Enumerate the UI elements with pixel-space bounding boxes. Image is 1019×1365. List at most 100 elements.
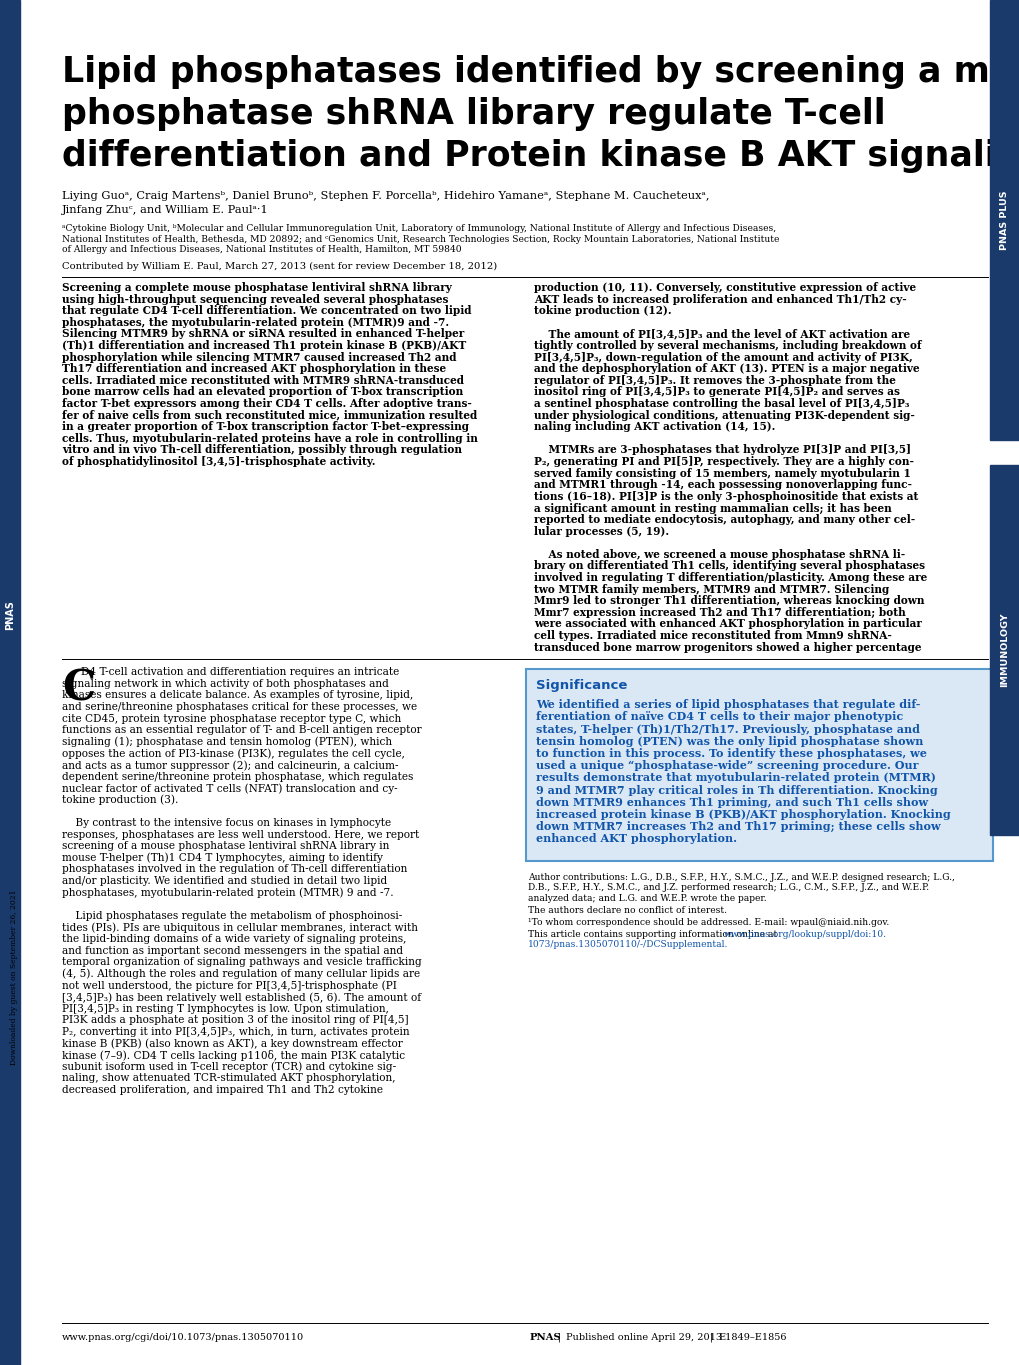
Text: ferentiation of naïve CD4 T cells to their major phenotypic: ferentiation of naïve CD4 T cells to the… — [535, 711, 903, 722]
Text: Liying Guoᵃ, Craig Martensᵇ, Daniel Brunoᵇ, Stephen F. Porcellaᵇ, Hidehiro Yaman: Liying Guoᵃ, Craig Martensᵇ, Daniel Brun… — [62, 191, 709, 201]
Text: results demonstrate that myotubularin-related protein (MTMR): results demonstrate that myotubularin-re… — [535, 773, 935, 784]
Text: were associated with enhanced AKT phosphorylation in particular: were associated with enhanced AKT phosph… — [534, 618, 921, 629]
Text: www.pnas.org/lookup/suppl/doi:10.: www.pnas.org/lookup/suppl/doi:10. — [723, 930, 886, 939]
Text: brary on differentiated Th1 cells, identifying several phosphatases: brary on differentiated Th1 cells, ident… — [534, 561, 924, 572]
Text: and function as important second messengers in the spatial and: and function as important second messeng… — [62, 946, 403, 956]
Text: cell types. Irradiated mice reconstituted from Mmn9 shRNA-: cell types. Irradiated mice reconstitute… — [534, 631, 891, 642]
Text: P₂, converting it into PI[3,4,5]P₃, which, in turn, activates protein: P₂, converting it into PI[3,4,5]P₃, whic… — [62, 1026, 410, 1037]
Text: decreased proliferation, and impaired Th1 and Th2 cytokine: decreased proliferation, and impaired Th… — [62, 1085, 382, 1095]
Text: temporal organization of signaling pathways and vesicle trafficking: temporal organization of signaling pathw… — [62, 957, 421, 968]
Bar — [989, 0, 1019, 440]
Text: not well understood, the picture for PI[3,4,5]-trisphosphate (PI: not well understood, the picture for PI[… — [62, 980, 396, 991]
Text: ¹To whom correspondence should be addressed. E-mail: wpaul@niaid.nih.gov.: ¹To whom correspondence should be addres… — [528, 917, 889, 927]
Text: phosphatases, myotubularin-related protein (MTMR) 9 and -7.: phosphatases, myotubularin-related prote… — [62, 887, 393, 898]
Text: and the dephosphorylation of AKT (13). PTEN is a major negative: and the dephosphorylation of AKT (13). P… — [534, 363, 919, 374]
Text: IMMUNOLOGY: IMMUNOLOGY — [1000, 613, 1009, 687]
Text: kinases ensures a delicate balance. As examples of tyrosine, lipid,: kinases ensures a delicate balance. As e… — [62, 691, 413, 700]
Text: reported to mediate endocytosis, autophagy, and many other cel-: reported to mediate endocytosis, autopha… — [534, 515, 914, 526]
Text: Th17 differentiation and increased AKT phosphorylation in these: Th17 differentiation and increased AKT p… — [62, 363, 445, 374]
Text: National Institutes of Health, Bethesda, MD 20892; and ᶜGenomics Unit, Research : National Institutes of Health, Bethesda,… — [62, 235, 779, 243]
Text: lular processes (5, 19).: lular processes (5, 19). — [534, 526, 668, 536]
Text: www.pnas.org/cgi/doi/10.1073/pnas.1305070110: www.pnas.org/cgi/doi/10.1073/pnas.130507… — [62, 1334, 304, 1342]
Text: dependent serine/threonine protein phosphatase, which regulates: dependent serine/threonine protein phosp… — [62, 771, 413, 782]
Text: that regulate CD4 T-cell differentiation. We concentrated on two lipid: that regulate CD4 T-cell differentiation… — [62, 306, 471, 317]
Text: and MTMR1 through -14, each possessing nonoverlapping func-: and MTMR1 through -14, each possessing n… — [534, 479, 911, 490]
Text: down MTMR9 enhances Th1 priming, and such Th1 cells show: down MTMR9 enhances Th1 priming, and suc… — [535, 797, 927, 808]
Text: involved in regulating T differentiation/plasticity. Among these are: involved in regulating T differentiation… — [534, 572, 926, 583]
Text: tions (16–18). PI[3]P is the only 3-phosphoinositide that exists at: tions (16–18). PI[3]P is the only 3-phos… — [534, 491, 917, 502]
Text: tensin homolog (PTEN) was the only lipid phosphatase shown: tensin homolog (PTEN) was the only lipid… — [535, 736, 922, 747]
Text: P₂, generating PI and PI[5]P, respectively. They are a highly con-: P₂, generating PI and PI[5]P, respective… — [534, 456, 913, 467]
Text: signaling (1); phosphatase and tensin homolog (PTEN), which: signaling (1); phosphatase and tensin ho… — [62, 737, 391, 748]
Text: MTMRs are 3-phosphatases that hydrolyze PI[3]P and PI[3,5]: MTMRs are 3-phosphatases that hydrolyze … — [534, 445, 910, 456]
Text: C: C — [62, 667, 95, 710]
Text: (Th)1 differentiation and increased Th1 protein kinase B (PKB)/AKT: (Th)1 differentiation and increased Th1 … — [62, 340, 466, 351]
Text: Author contributions: L.G., D.B., S.F.P., H.Y., S.M.C., J.Z., and W.E.P. designe: Author contributions: L.G., D.B., S.F.P.… — [528, 872, 954, 882]
Text: differentiation and Protein kinase B AKT signaling: differentiation and Protein kinase B AKT… — [62, 139, 1019, 173]
Text: subunit isoform used in T-cell receptor (TCR) and cytokine sig-: subunit isoform used in T-cell receptor … — [62, 1062, 395, 1072]
Text: phosphatase shRNA library regulate T-cell: phosphatase shRNA library regulate T-cel… — [62, 97, 884, 131]
Text: two MTMR family members, MTMR9 and MTMR7. Silencing: two MTMR family members, MTMR9 and MTMR7… — [534, 584, 889, 595]
Text: E1849–E1856: E1849–E1856 — [717, 1334, 786, 1342]
Text: ᵃCytokine Biology Unit, ᵇMolecular and Cellular Immunoregulation Unit, Laborator: ᵃCytokine Biology Unit, ᵇMolecular and C… — [62, 224, 775, 233]
Text: Jinfang Zhuᶜ, and William E. Paulᵃ·1: Jinfang Zhuᶜ, and William E. Paulᵃ·1 — [62, 205, 268, 216]
Text: bone marrow cells had an elevated proportion of T-box transcription: bone marrow cells had an elevated propor… — [62, 386, 463, 397]
Text: of Allergy and Infectious Diseases, National Institutes of Health, Hamilton, MT : of Allergy and Infectious Diseases, Nati… — [62, 244, 462, 254]
Text: opposes the action of PI3-kinase (PI3K), regulates the cell cycle,: opposes the action of PI3-kinase (PI3K),… — [62, 748, 405, 759]
Text: The authors declare no conflict of interest.: The authors declare no conflict of inter… — [528, 905, 727, 915]
Text: in a greater proportion of T-box transcription factor T-bet–expressing: in a greater proportion of T-box transcr… — [62, 422, 469, 433]
Text: PI[3,4,5]P₃, down-regulation of the amount and activity of PI3K,: PI[3,4,5]P₃, down-regulation of the amou… — [534, 352, 912, 363]
Text: states, T-helper (Th)1/Th2/Th17. Previously, phosphatase and: states, T-helper (Th)1/Th2/Th17. Previou… — [535, 723, 919, 734]
Text: and/or plasticity. We identified and studied in detail two lipid: and/or plasticity. We identified and stu… — [62, 876, 387, 886]
Text: the lipid-binding domains of a wide variety of signaling proteins,: the lipid-binding domains of a wide vari… — [62, 934, 406, 945]
FancyBboxPatch shape — [526, 669, 993, 860]
Text: transduced bone marrow progenitors showed a higher percentage: transduced bone marrow progenitors showe… — [534, 642, 920, 652]
Text: screening of a mouse phosphatase lentiviral shRNA library in: screening of a mouse phosphatase lentivi… — [62, 841, 389, 852]
Text: D4 T-cell activation and differentiation requires an intricate: D4 T-cell activation and differentiation… — [81, 667, 398, 677]
Text: Mmr9 led to stronger Th1 differentiation, whereas knocking down: Mmr9 led to stronger Th1 differentiation… — [534, 595, 923, 606]
Text: phosphatases involved in the regulation of Th-cell differentiation: phosphatases involved in the regulation … — [62, 864, 407, 875]
Text: |: | — [557, 1334, 560, 1343]
Text: 9 and MTMR7 play critical roles in Th differentiation. Knocking: 9 and MTMR7 play critical roles in Th di… — [535, 785, 936, 796]
Text: using high-throughput sequencing revealed several phosphatases: using high-throughput sequencing reveale… — [62, 293, 448, 304]
Text: This article contains supporting information online at: This article contains supporting informa… — [528, 930, 780, 939]
Text: AKT leads to increased proliferation and enhanced Th1/Th2 cy-: AKT leads to increased proliferation and… — [534, 293, 906, 304]
Text: nuclear factor of activated T cells (NFAT) translocation and cy-: nuclear factor of activated T cells (NFA… — [62, 784, 397, 794]
Text: Significance: Significance — [535, 680, 627, 692]
Text: naling, show attenuated TCR-stimulated AKT phosphorylation,: naling, show attenuated TCR-stimulated A… — [62, 1073, 395, 1084]
Text: Mmr7 expression increased Th2 and Th17 differentiation; both: Mmr7 expression increased Th2 and Th17 d… — [534, 607, 905, 618]
Text: We identified a series of lipid phosphatases that regulate dif-: We identified a series of lipid phosphat… — [535, 699, 919, 710]
Text: tightly controlled by several mechanisms, including breakdown of: tightly controlled by several mechanisms… — [534, 340, 921, 351]
Text: cells. Thus, myotubularin-related proteins have a role in controlling in: cells. Thus, myotubularin-related protei… — [62, 433, 478, 444]
Text: Lipid phosphatases regulate the metabolism of phosphoinosi-: Lipid phosphatases regulate the metaboli… — [62, 910, 401, 921]
Text: mouse T-helper (Th)1 CD4 T lymphocytes, aiming to identify: mouse T-helper (Th)1 CD4 T lymphocytes, … — [62, 853, 382, 864]
Text: PNAS: PNAS — [530, 1334, 561, 1342]
Text: regulator of PI[3,4,5]P₃. It removes the 3-phosphate from the: regulator of PI[3,4,5]P₃. It removes the… — [534, 375, 895, 386]
Text: Lipid phosphatases identified by screening a mouse: Lipid phosphatases identified by screeni… — [62, 55, 1019, 89]
Text: tides (PIs). PIs are ubiquitous in cellular membranes, interact with: tides (PIs). PIs are ubiquitous in cellu… — [62, 923, 418, 932]
Text: under physiological conditions, attenuating PI3K-dependent sig-: under physiological conditions, attenuat… — [534, 410, 914, 420]
Text: increased protein kinase B (PKB)/AKT phosphorylation. Knocking: increased protein kinase B (PKB)/AKT pho… — [535, 809, 950, 820]
Text: factor T-bet expressors among their CD4 T cells. After adoptive trans-: factor T-bet expressors among their CD4 … — [62, 399, 472, 410]
Bar — [0, 0, 20, 1365]
Text: As noted above, we screened a mouse phosphatase shRNA li-: As noted above, we screened a mouse phos… — [534, 549, 905, 560]
Text: 1073/pnas.1305070110/-/DCSupplemental.: 1073/pnas.1305070110/-/DCSupplemental. — [528, 940, 728, 949]
Text: The amount of PI[3,4,5]P₃ and the level of AKT activation are: The amount of PI[3,4,5]P₃ and the level … — [534, 329, 909, 340]
Text: used a unique “phosphatase-wide” screening procedure. Our: used a unique “phosphatase-wide” screeni… — [535, 760, 917, 771]
Text: PNAS PLUS: PNAS PLUS — [1000, 190, 1009, 250]
Bar — [989, 465, 1019, 835]
Text: enhanced AKT phosphorylation.: enhanced AKT phosphorylation. — [535, 834, 737, 845]
Text: inositol ring of PI[3,4,5]P₃ to generate PI[4,5]P₂ and serves as: inositol ring of PI[3,4,5]P₃ to generate… — [534, 386, 899, 397]
Text: a sentinel phosphatase controlling the basal level of PI[3,4,5]P₃: a sentinel phosphatase controlling the b… — [534, 399, 909, 410]
Text: analyzed data; and L.G. and W.E.P. wrote the paper.: analyzed data; and L.G. and W.E.P. wrote… — [528, 894, 766, 902]
Text: responses, phosphatases are less well understood. Here, we report: responses, phosphatases are less well un… — [62, 830, 419, 839]
Text: Published online April 29, 2013: Published online April 29, 2013 — [566, 1334, 721, 1342]
Text: (4, 5). Although the roles and regulation of many cellular lipids are: (4, 5). Although the roles and regulatio… — [62, 969, 420, 979]
Text: a significant amount in resting mammalian cells; it has been: a significant amount in resting mammalia… — [534, 502, 891, 513]
Text: tokine production (3).: tokine production (3). — [62, 794, 178, 805]
Text: tokine production (12).: tokine production (12). — [534, 306, 671, 317]
Text: phosphorylation while silencing MTMR7 caused increased Th2 and: phosphorylation while silencing MTMR7 ca… — [62, 352, 457, 363]
Text: served family consisting of 15 members, namely myotubularin 1: served family consisting of 15 members, … — [534, 468, 910, 479]
Text: vitro and in vivo Th-cell differentiation, possibly through regulation: vitro and in vivo Th-cell differentiatio… — [62, 445, 462, 456]
Text: of phosphatidylinositol [3,4,5]-trisphosphate activity.: of phosphatidylinositol [3,4,5]-trisphos… — [62, 456, 375, 467]
